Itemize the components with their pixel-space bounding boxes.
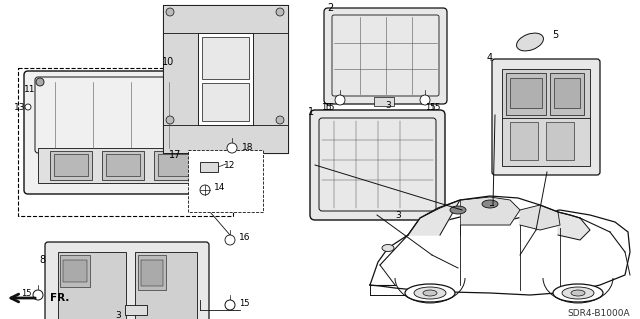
Circle shape [166, 116, 174, 124]
Bar [554, 78, 580, 108]
Circle shape [166, 8, 174, 16]
Text: 10: 10 [162, 57, 174, 67]
Circle shape [36, 78, 44, 86]
Polygon shape [461, 197, 520, 225]
Ellipse shape [414, 287, 446, 299]
Bar [63, 260, 87, 282]
Bar [163, 5, 288, 153]
Circle shape [25, 104, 31, 110]
Text: 13: 13 [14, 102, 26, 112]
Bar [550, 73, 584, 115]
Bar [158, 154, 192, 176]
Bar [138, 255, 166, 290]
Polygon shape [520, 205, 560, 230]
FancyBboxPatch shape [492, 59, 600, 175]
Bar [141, 260, 163, 286]
Bar [106, 154, 140, 176]
Bar [334, 17, 437, 94]
Text: 16: 16 [239, 233, 251, 241]
FancyBboxPatch shape [324, 8, 447, 104]
FancyBboxPatch shape [310, 110, 445, 220]
Ellipse shape [423, 290, 437, 296]
Ellipse shape [450, 206, 466, 214]
Polygon shape [408, 200, 460, 235]
Text: 18: 18 [243, 144, 253, 152]
Text: 15: 15 [425, 103, 435, 113]
FancyBboxPatch shape [45, 242, 209, 319]
Bar [198, 33, 253, 125]
Bar [163, 5, 198, 153]
Circle shape [200, 185, 210, 195]
Text: 5: 5 [552, 30, 558, 40]
Text: 2: 2 [327, 3, 333, 13]
Circle shape [276, 116, 284, 124]
Bar [322, 121, 433, 208]
Bar [510, 122, 538, 160]
Text: 12: 12 [224, 160, 236, 169]
Text: 15: 15 [321, 103, 332, 113]
Polygon shape [370, 210, 630, 295]
Bar [60, 255, 90, 287]
Bar [502, 69, 590, 119]
Bar [163, 125, 288, 153]
Circle shape [33, 290, 43, 300]
Text: 15: 15 [20, 288, 31, 298]
Bar [18, 68, 233, 216]
Text: FR.: FR. [50, 293, 69, 303]
Text: 15: 15 [239, 300, 249, 308]
FancyBboxPatch shape [24, 71, 227, 194]
Bar [50, 151, 92, 180]
Text: 15: 15 [430, 103, 442, 113]
Circle shape [335, 95, 345, 105]
Bar [154, 151, 196, 180]
Ellipse shape [382, 244, 394, 251]
Text: 3: 3 [395, 211, 401, 219]
Ellipse shape [562, 287, 594, 299]
Bar [502, 118, 590, 166]
Text: 17: 17 [169, 150, 181, 160]
Bar [188, 150, 263, 212]
Text: 15: 15 [324, 103, 336, 113]
Text: 14: 14 [214, 183, 226, 192]
Text: 8: 8 [39, 255, 45, 265]
Bar [202, 83, 249, 121]
Bar [102, 151, 144, 180]
Text: 4: 4 [487, 53, 493, 63]
Text: 3: 3 [115, 310, 121, 319]
Circle shape [276, 8, 284, 16]
Ellipse shape [553, 284, 603, 302]
Bar [163, 5, 288, 33]
Circle shape [420, 95, 430, 105]
Bar [546, 122, 574, 160]
Bar [253, 5, 288, 153]
Text: 11: 11 [24, 85, 36, 94]
Bar [200, 162, 218, 172]
Bar [38, 148, 213, 183]
Bar [506, 73, 546, 115]
Bar [58, 252, 126, 319]
Bar [125, 305, 147, 315]
Ellipse shape [482, 200, 498, 208]
Ellipse shape [405, 284, 455, 302]
Circle shape [225, 235, 235, 245]
Bar [510, 78, 542, 108]
Bar [202, 37, 249, 79]
Bar [135, 252, 197, 319]
Bar [38, 80, 213, 150]
Bar [374, 97, 394, 106]
Text: SDR4-B1000A: SDR4-B1000A [568, 308, 630, 317]
Text: 3: 3 [385, 100, 391, 109]
Bar [54, 154, 88, 176]
Circle shape [227, 143, 237, 153]
Circle shape [225, 300, 235, 310]
Ellipse shape [516, 33, 543, 51]
Polygon shape [558, 212, 590, 240]
Text: 1: 1 [308, 107, 314, 117]
Ellipse shape [571, 290, 585, 296]
